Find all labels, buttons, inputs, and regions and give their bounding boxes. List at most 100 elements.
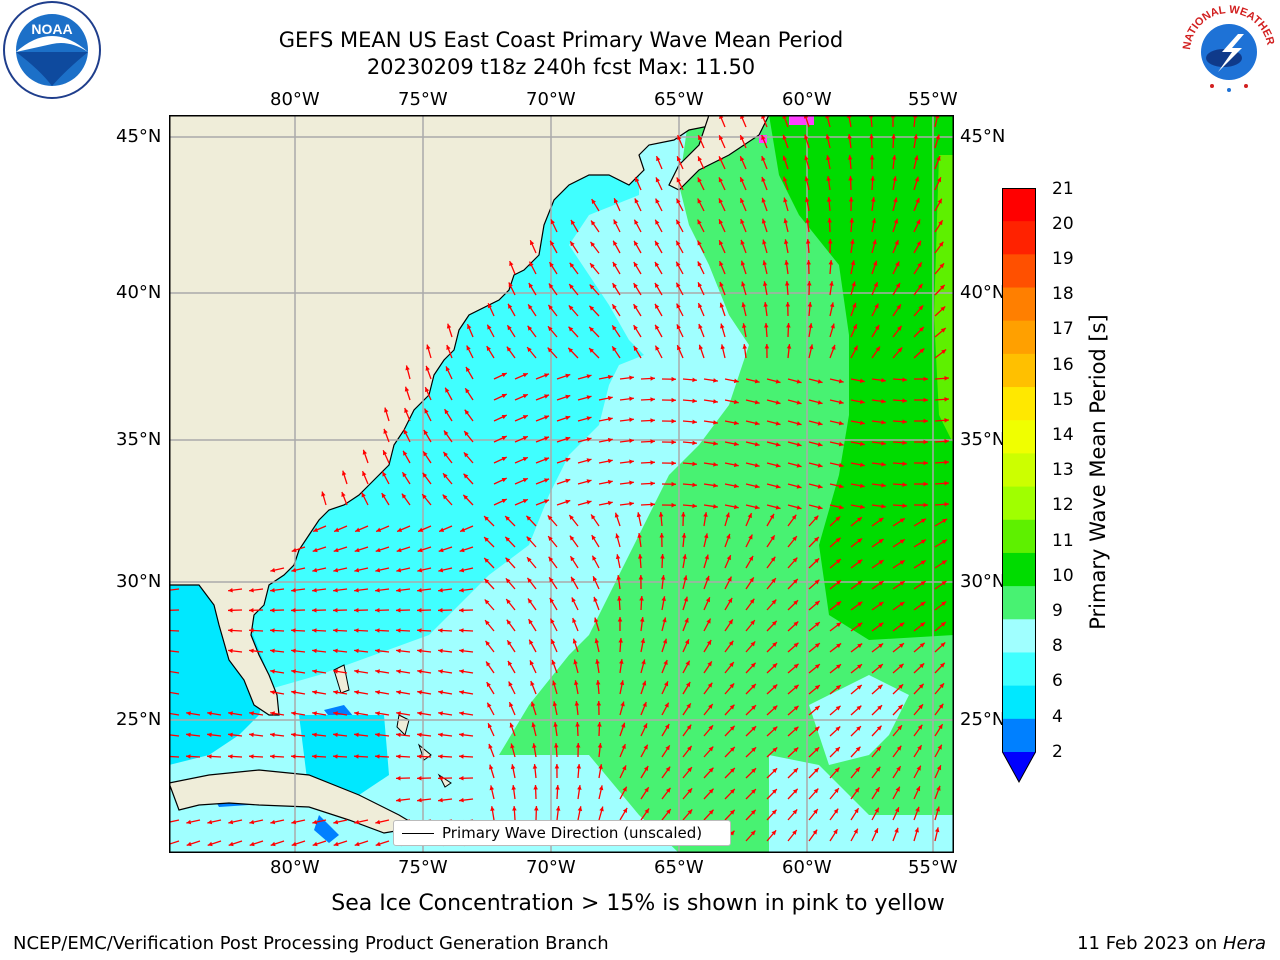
wave-arrow-head [249, 732, 254, 738]
wave-arrow-head [742, 344, 748, 349]
wave-arrow-head [895, 282, 901, 288]
wave-arrow-head [644, 787, 649, 793]
wave-arrow-head [507, 640, 512, 646]
wave-arrow-head [207, 841, 213, 847]
wave-arrow-head [650, 418, 655, 423]
colorbar-tick: 15 [1052, 390, 1074, 410]
wave-arrow-head [923, 439, 928, 445]
wave-arrow-head [893, 218, 899, 224]
wave-arrow-head [595, 680, 601, 685]
colorbar-tick: 13 [1052, 460, 1074, 480]
wave-arrow-head [764, 323, 769, 328]
wave-arrow-head [763, 302, 768, 307]
wave-arrow-head [617, 596, 622, 601]
wave-arrow-head [417, 711, 422, 716]
wave-arrow-head [249, 841, 255, 847]
wave-arrow-head [814, 558, 820, 564]
noaa-logo-text: NOAA [31, 21, 72, 37]
wave-arrow-head [687, 767, 692, 773]
wave-arrow-head [748, 555, 754, 561]
wave-arrow-head [501, 372, 507, 378]
wave-arrow-head [501, 393, 507, 399]
wave-arrow-head [590, 241, 596, 247]
wave-arrow-head [333, 567, 339, 573]
wave-arrow-head [859, 441, 865, 447]
wave-arrow-head [341, 491, 346, 497]
wave-arrow-head [918, 305, 924, 311]
wave-arrow-head [941, 349, 947, 355]
wave-arrow-head [505, 557, 511, 563]
wave-arrow-head [873, 282, 878, 288]
wave-arrow-head [291, 690, 296, 695]
wave-arrow-head [505, 516, 510, 521]
wave-arrow-head [446, 323, 452, 329]
wave-arrow-head [459, 547, 465, 553]
wave-arrow-head [333, 754, 338, 759]
wave-arrow-head [852, 302, 857, 308]
wave-arrow-head [396, 608, 401, 613]
wave-arrow-head [782, 176, 788, 182]
wave-arrow-head [692, 503, 697, 509]
wave-arrow-head [270, 628, 275, 633]
wave-arrow-head [465, 366, 471, 372]
wave-arrow-head [591, 199, 596, 205]
wave-arrow-head [485, 620, 490, 626]
wave-arrow-head [417, 754, 422, 759]
wave-arrow-head [544, 436, 550, 441]
wave-arrow-head [312, 547, 318, 553]
wave-arrow-head [676, 219, 681, 225]
wave-arrow-head [534, 806, 539, 811]
wave-arrow-head [751, 726, 757, 732]
wave-arrow-head [613, 240, 618, 246]
wave-arrow-head [754, 463, 760, 468]
wave-arrow-head [529, 639, 534, 645]
wave-arrow-head [650, 439, 655, 444]
wave-arrow-head [594, 617, 599, 623]
wave-arrow-head [654, 282, 660, 288]
colorbar-swatch [1002, 718, 1036, 753]
wave-arrow-head [685, 660, 690, 666]
wave-arrow-head [749, 598, 755, 604]
wave-arrow-head [403, 429, 408, 435]
wave-arrow-head [792, 809, 798, 815]
wave-arrow-head [589, 348, 594, 353]
wave-arrow-head [607, 374, 613, 380]
chart-title: GEFS MEAN US East Coast Primary Wave Mea… [278, 28, 844, 52]
wave-arrow-head [915, 806, 920, 812]
wave-arrow-head [527, 325, 533, 331]
wave-arrow-head [375, 711, 380, 716]
wave-arrow-head [852, 324, 857, 330]
wave-arrow-head [854, 787, 860, 793]
wave-arrow-head [508, 282, 513, 288]
wave-arrow-head [833, 808, 839, 814]
wave-arrow-head [856, 705, 862, 711]
wave-arrow-head [686, 724, 692, 730]
wave-arrow-head [683, 575, 688, 581]
wave-arrow-head [881, 441, 886, 446]
wave-arrow-head [940, 642, 946, 648]
wave-arrow-head [443, 451, 448, 457]
wave-arrow-head [775, 463, 781, 468]
wave-arrow-head [661, 596, 666, 602]
wave-arrow-head [775, 505, 781, 510]
wave-arrow-head [569, 262, 575, 268]
wave-arrow-head [548, 304, 553, 310]
wave-arrow-head [671, 502, 676, 508]
wave-arrow-head [838, 462, 844, 468]
wave-arrow-head [923, 418, 928, 424]
wave-arrow-head [549, 597, 555, 603]
wave-arrow-head [620, 701, 625, 707]
wave-arrow-head [775, 484, 781, 489]
wave-arrow-head [425, 365, 430, 371]
wave-arrow-head [898, 663, 904, 669]
wave-arrow-head [937, 744, 942, 750]
wave-arrow-head [594, 638, 600, 644]
wave-arrow-head [568, 305, 574, 311]
wave-arrow-head [792, 536, 797, 542]
wave-arrow-head [792, 557, 798, 563]
wave-arrow-head [341, 470, 347, 476]
wave-arrow-head [228, 819, 234, 825]
wave-arrow-head [896, 766, 901, 772]
wave-arrow-head [692, 482, 697, 488]
wave-arrow-head [463, 452, 469, 458]
